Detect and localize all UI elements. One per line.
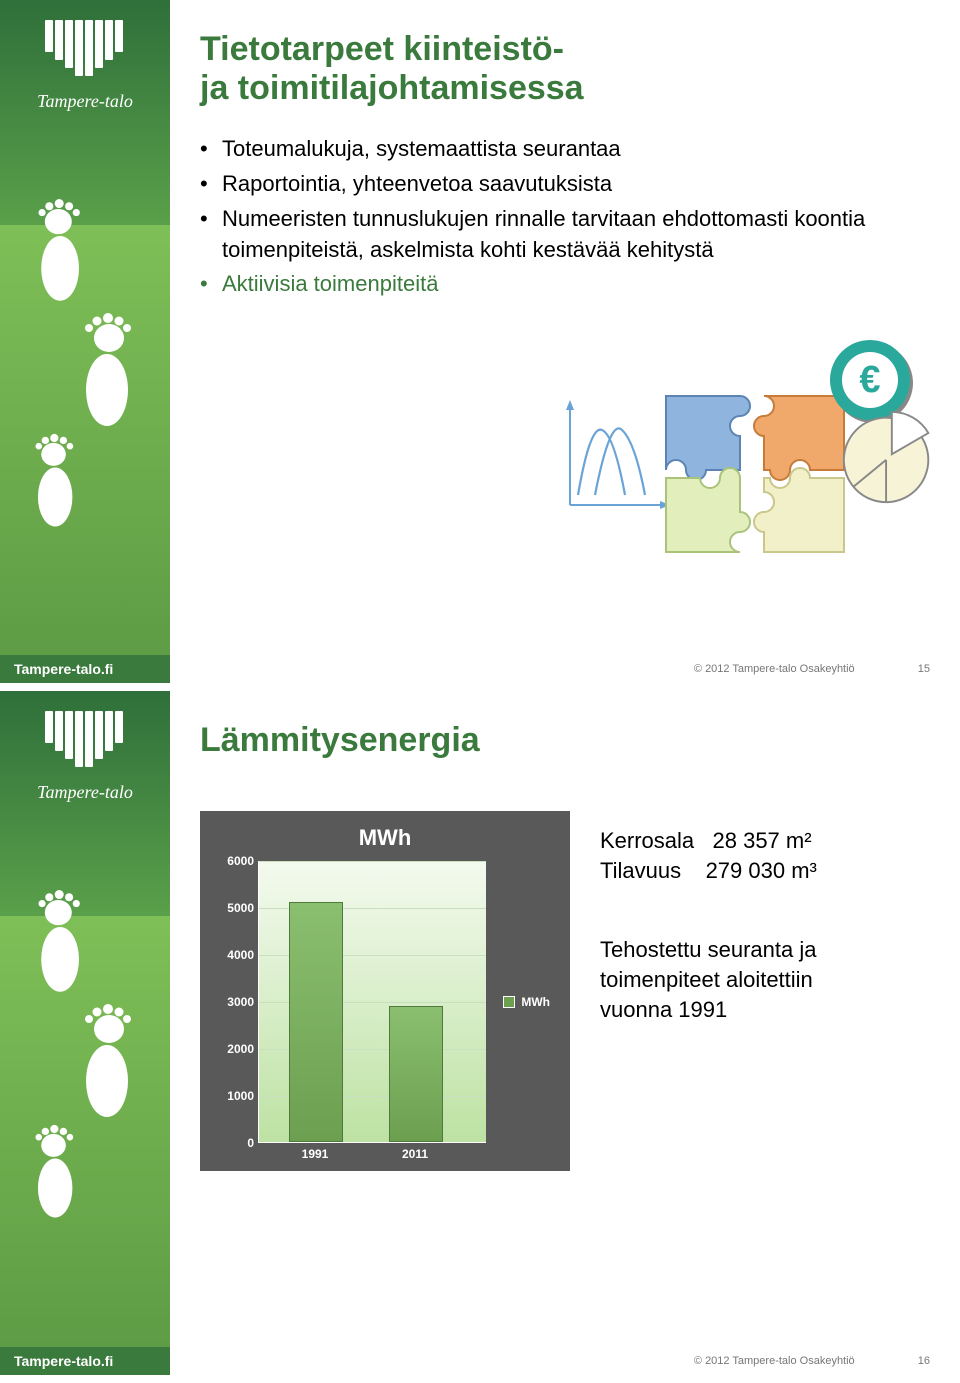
- brand-logo: Tampere-talo: [0, 0, 170, 112]
- slide-1: Tampere-talo Tampere-talo.fi Tietotarpee…: [0, 0, 960, 683]
- pie-chart-icon: [840, 410, 936, 506]
- tilavuus-label: Tilavuus: [600, 858, 681, 883]
- note-line: vuonna 1991: [600, 995, 817, 1025]
- footprint-icon: [75, 312, 137, 430]
- slide-1-content: Tietotarpeet kiinteistö- ja toimitilajoh…: [200, 30, 930, 643]
- x-tick-label: 2011: [388, 1147, 442, 1161]
- tilavuus-value: 279 030 m³: [706, 858, 817, 883]
- copyright-text: © 2012 Tampere-talo Osakeyhtiö: [694, 1355, 855, 1367]
- legend-swatch: [503, 996, 515, 1008]
- slide-1-title: Tietotarpeet kiinteistö- ja toimitilajoh…: [200, 30, 930, 108]
- bar-2011: [389, 1006, 443, 1142]
- kerrosala-label: Kerrosala: [600, 828, 694, 853]
- illustration-group: €: [560, 330, 920, 550]
- bullet-item: Raportointia, yhteenvetoa saavutuksista: [200, 169, 930, 200]
- info-text: Kerrosala 28 357 m² Tilavuus 279 030 m³ …: [600, 826, 817, 1024]
- slide-2: Tampere-talo Tampere-talo.fi Lämmitysene…: [0, 691, 960, 1375]
- bullet-item-highlight: Aktiivisia toimenpiteitä: [200, 269, 930, 300]
- x-tick-label: 1991: [288, 1147, 342, 1161]
- footprints-graphic: [0, 883, 170, 1233]
- kerrosala-value: 28 357 m²: [713, 828, 812, 853]
- mini-line-chart-icon: [560, 400, 670, 515]
- bar-1991: [289, 902, 343, 1142]
- y-tick-label: 4000: [214, 948, 254, 962]
- slide-1-footer: © 2012 Tampere-talo Osakeyhtiö 15: [694, 663, 930, 675]
- sidebar: Tampere-talo Tampere-talo.fi: [0, 0, 170, 683]
- sidebar-footer: Tampere-talo.fi: [0, 655, 170, 683]
- note-line: toimenpiteet aloitettiin: [600, 965, 817, 995]
- brand-name: Tampere-talo: [0, 782, 170, 803]
- slide-2-content: Lämmitysenergia MWh 6000 5000 4000 3000 …: [200, 721, 930, 1335]
- bullet-item: Toteumalukuja, systemaattista seurantaa: [200, 134, 930, 165]
- chart-title: MWh: [214, 825, 556, 851]
- y-tick-label: 2000: [214, 1042, 254, 1056]
- footprint-icon: [33, 198, 89, 304]
- y-tick-label: 1000: [214, 1089, 254, 1103]
- slide-2-title: Lämmitysenergia: [200, 721, 930, 760]
- sidebar: Tampere-talo Tampere-talo.fi: [0, 691, 170, 1375]
- euro-symbol: €: [859, 359, 880, 402]
- sidebar-footer: Tampere-talo.fi: [0, 1347, 170, 1375]
- page-number: 16: [918, 1355, 930, 1367]
- footprint-icon: [33, 889, 89, 995]
- copyright-text: © 2012 Tampere-talo Osakeyhtiö: [694, 663, 855, 675]
- y-tick-label: 5000: [214, 901, 254, 915]
- footprint-icon: [31, 433, 82, 530]
- organ-pipes-icon: [45, 20, 125, 80]
- chart-legend: MWh: [503, 995, 550, 1009]
- euro-coin-icon: €: [830, 340, 910, 420]
- y-tick-label: 6000: [214, 854, 254, 868]
- plot-area: [258, 861, 486, 1143]
- note-line: Tehostettu seuranta ja: [600, 935, 817, 965]
- y-tick-label: 3000: [214, 995, 254, 1009]
- slide-1-bullets: Toteumalukuja, systemaattista seurantaa …: [200, 134, 930, 300]
- y-tick-label: 0: [214, 1136, 254, 1150]
- slide-2-footer: © 2012 Tampere-talo Osakeyhtiö 16: [694, 1355, 930, 1367]
- legend-label: MWh: [521, 995, 550, 1009]
- bullet-item: Numeeristen tunnuslukujen rinnalle tarvi…: [200, 204, 930, 266]
- organ-pipes-icon: [45, 711, 125, 771]
- footprint-icon: [31, 1124, 82, 1221]
- puzzle-icon: [660, 390, 868, 558]
- bar-chart-panel: MWh 6000 5000 4000 3000 2000 1000 0: [200, 811, 570, 1171]
- brand-logo: Tampere-talo: [0, 691, 170, 803]
- page-number: 15: [918, 663, 930, 675]
- footprint-icon: [75, 1003, 137, 1121]
- footprints-graphic: [0, 192, 170, 542]
- brand-url: Tampere-talo.fi: [14, 661, 113, 677]
- brand-name: Tampere-talo: [0, 91, 170, 112]
